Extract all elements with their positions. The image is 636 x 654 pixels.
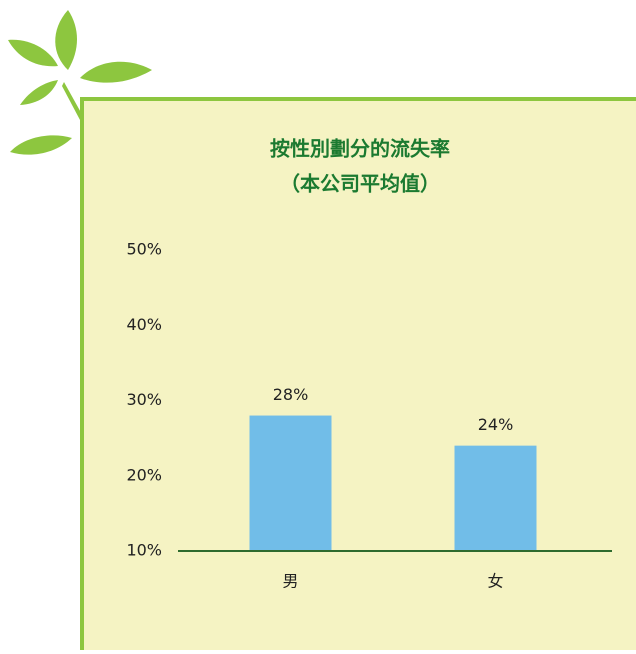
panel-border-left	[80, 97, 84, 650]
x-tick-label: 女	[487, 572, 503, 591]
y-tick-label: 20%	[126, 465, 162, 484]
panel-border-top	[80, 97, 636, 101]
panel	[80, 97, 636, 650]
x-tick-label: 男	[282, 572, 298, 591]
leaf-decoration	[8, 10, 152, 155]
y-tick-label: 10%	[126, 541, 162, 560]
y-tick-label: 40%	[126, 315, 162, 334]
y-tick-label: 50%	[126, 240, 162, 259]
chart-title: 按性別劃分的流失率	[270, 137, 450, 161]
chart-subtitle: （本公司平均值）	[280, 172, 440, 196]
y-tick-label: 30%	[126, 390, 162, 409]
value-label: 28%	[273, 385, 309, 404]
bar	[249, 415, 332, 551]
value-label: 24%	[478, 415, 514, 434]
bar	[454, 445, 537, 551]
